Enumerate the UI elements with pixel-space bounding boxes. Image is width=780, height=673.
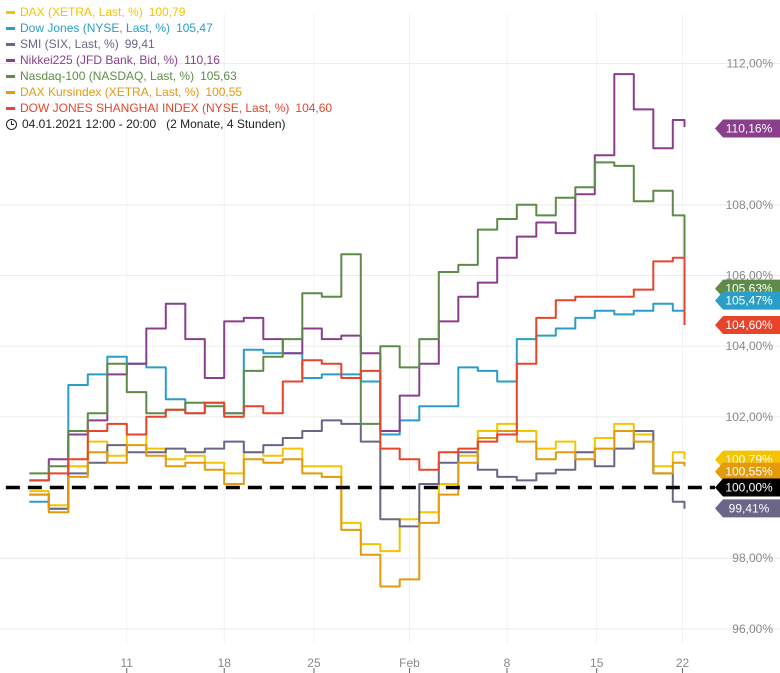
legend-value: 110,16 bbox=[184, 53, 220, 67]
series-line bbox=[29, 430, 686, 588]
legend-swatch bbox=[6, 74, 15, 78]
legend-item-smi[interactable]: SMI (SIX, Last, %) 99,41 bbox=[6, 36, 332, 52]
legend-label: DAX Kursindex (XETRA, Last, %) bbox=[20, 85, 200, 99]
y-tick-label: 104,00% bbox=[726, 339, 774, 353]
value-tags: 110,16%105,63%105,47%104,60%100,79%100,5… bbox=[715, 119, 780, 518]
series-line bbox=[29, 419, 686, 528]
legend-item-dax-kursindex[interactable]: DAX Kursindex (XETRA, Last, %) 100,55 bbox=[6, 84, 332, 100]
period-info[interactable]: 04.01.2021 12:00 - 20:00 (2 Monate, 4 St… bbox=[6, 116, 332, 132]
x-tick-label: 15 bbox=[590, 656, 604, 670]
value-tag bbox=[715, 119, 780, 138]
legend-swatch bbox=[6, 42, 15, 46]
y-tick-label: 112,00% bbox=[727, 56, 774, 70]
value-tag-label: 100,55% bbox=[725, 465, 773, 479]
legend-swatch bbox=[6, 58, 15, 62]
legend-label: DOW JONES SHANGHAI INDEX (NYSE, Last, %) bbox=[20, 101, 290, 115]
legend-item-dow-jones-shanghai[interactable]: DOW JONES SHANGHAI INDEX (NYSE, Last, %)… bbox=[6, 100, 332, 116]
legend-value: 105,47 bbox=[176, 21, 213, 35]
y-tick-label: 96,00% bbox=[732, 622, 773, 636]
series-line bbox=[29, 161, 686, 475]
legend: DAX (XETRA, Last, %) 100,79 Dow Jones (N… bbox=[6, 4, 332, 132]
y-tick-label: 108,00% bbox=[726, 198, 774, 212]
legend-value: 104,60 bbox=[295, 101, 333, 115]
legend-item-dax[interactable]: DAX (XETRA, Last, %) 100,79 bbox=[6, 4, 332, 20]
value-tag bbox=[715, 315, 780, 334]
y-axis: 96,00% 98,00% 102,00% 104,00% 106,00% 108,00%… bbox=[726, 56, 774, 635]
x-tick-label: 8 bbox=[504, 656, 511, 670]
series-line bbox=[29, 73, 686, 482]
legend-swatch bbox=[6, 10, 15, 14]
legend-value: 100,79 bbox=[148, 5, 186, 19]
legend-value: 99,41 bbox=[124, 37, 155, 51]
x-tick-label: 25 bbox=[307, 656, 321, 670]
legend-swatch bbox=[6, 26, 15, 30]
legend-label: DAX (XETRA, Last, %) bbox=[20, 5, 143, 19]
value-tag-label: 99,41% bbox=[729, 501, 770, 515]
legend-item-nasdaq-100[interactable]: Nasdaq-100 (NASDAQ, Last, %) 105,63 bbox=[6, 68, 332, 84]
x-tick-label: Feb bbox=[399, 656, 420, 670]
series-lines bbox=[29, 73, 686, 588]
value-tag-label: 110,16% bbox=[726, 121, 773, 135]
legend-value: 100,55 bbox=[205, 85, 243, 99]
series-line bbox=[29, 256, 686, 482]
y-tick-label: 106,00% bbox=[726, 268, 774, 282]
value-tag-label: 105,47% bbox=[725, 294, 773, 308]
grid-lines bbox=[0, 14, 780, 643]
clock-icon bbox=[6, 118, 17, 130]
y-tick-label: 98,00% bbox=[732, 551, 773, 565]
legend-label: SMI (SIX, Last, %) bbox=[20, 37, 119, 51]
x-tick-label: 11 bbox=[121, 656, 134, 670]
value-tag bbox=[715, 291, 780, 310]
x-tick-label: 22 bbox=[676, 656, 690, 670]
series-line bbox=[29, 293, 686, 510]
value-tag-label: 100,00% bbox=[725, 481, 773, 495]
value-tag bbox=[715, 499, 780, 518]
legend-label: Nasdaq-100 (NASDAQ, Last, %) bbox=[20, 69, 195, 83]
legend-swatch bbox=[6, 106, 15, 110]
legend-swatch bbox=[6, 90, 15, 94]
legend-item-dow-jones[interactable]: Dow Jones (NYSE, Last, %) 105,47 bbox=[6, 20, 332, 36]
period-range: 04.01.2021 12:00 - 20:00 bbox=[22, 117, 157, 131]
x-tick-label: 18 bbox=[218, 656, 232, 670]
legend-label: Nikkei225 (JFD Bank, Bid, %) bbox=[20, 53, 179, 67]
legend-value: 105,63 bbox=[200, 69, 237, 83]
period-duration: (2 Monate, 4 Stunden) bbox=[166, 117, 286, 131]
x-axis: 11 18 25 Feb 8 15 22 bbox=[121, 656, 690, 673]
legend-item-nikkei225[interactable]: Nikkei225 (JFD Bank, Bid, %) 110,16 bbox=[6, 52, 332, 68]
legend-label: Dow Jones (NYSE, Last, %) bbox=[20, 21, 171, 35]
y-tick-label: 102,00% bbox=[726, 410, 774, 424]
value-tag bbox=[715, 462, 780, 481]
value-tag bbox=[715, 478, 780, 497]
value-tag-label: 104,60% bbox=[725, 318, 773, 332]
